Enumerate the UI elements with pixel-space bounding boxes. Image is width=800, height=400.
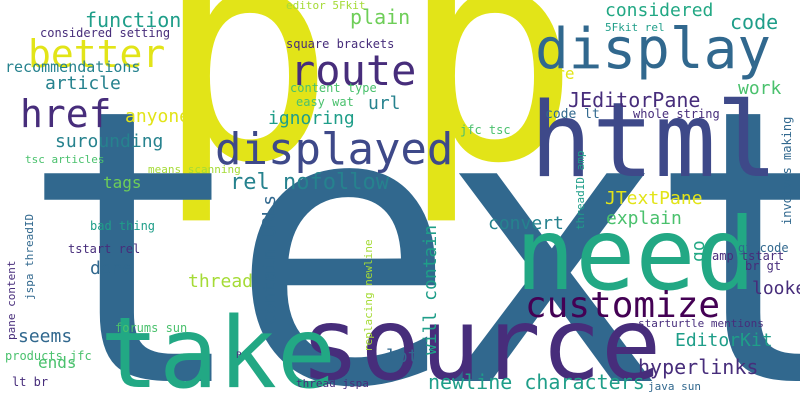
word: newline characters xyxy=(428,370,645,394)
word: threadID amp xyxy=(574,150,587,230)
word: products jfc xyxy=(5,349,92,363)
word: ignoring xyxy=(268,108,355,129)
word: JTextPane xyxy=(605,188,703,209)
word: considered xyxy=(605,0,714,21)
word: route xyxy=(290,46,417,95)
word: display xyxy=(535,17,772,82)
word: function xyxy=(85,8,182,32)
word: tstart rel xyxy=(68,242,141,256)
word: thread xyxy=(188,271,254,292)
word: starturtle mentions xyxy=(638,317,764,330)
word: convert xyxy=(488,213,564,234)
word: code lt xyxy=(545,107,600,122)
word: P xyxy=(236,351,242,361)
word: lot xyxy=(386,346,419,367)
word: need xyxy=(515,196,756,313)
word: looked xyxy=(752,278,800,299)
word: tsc articles xyxy=(25,153,105,166)
word: recommendations xyxy=(5,58,141,76)
word: source xyxy=(300,286,662,400)
word: hyperlinks xyxy=(638,355,759,379)
word: br gt xyxy=(745,259,782,273)
word: better xyxy=(28,32,166,76)
word: bad thing xyxy=(90,219,156,233)
word: p xyxy=(155,0,336,229)
word: href xyxy=(20,92,112,136)
word: tags xyxy=(103,173,142,192)
word: jfc tsc xyxy=(460,123,511,137)
word: text xyxy=(20,28,800,400)
word: p xyxy=(400,0,581,229)
word: displayed xyxy=(215,124,454,175)
word: JEditorPane xyxy=(568,88,701,112)
word: contain URLs xyxy=(259,194,280,325)
word: java sun xyxy=(648,380,701,393)
word: html xyxy=(530,81,779,201)
word: editor 5Fkit xyxy=(286,0,366,12)
word: go xyxy=(688,240,709,262)
word: explain xyxy=(606,208,682,229)
word: gt code xyxy=(738,241,789,255)
word: amp tstart xyxy=(712,249,785,263)
word: anyone xyxy=(125,106,191,127)
word: surounding xyxy=(55,131,164,152)
word: work xyxy=(738,78,782,99)
word: pane content xyxy=(5,260,18,340)
word: rel nofollow xyxy=(230,170,389,195)
word: customize xyxy=(525,285,721,326)
word: seems xyxy=(18,326,73,347)
word: jspa threadID xyxy=(23,213,36,300)
word: article xyxy=(45,73,121,94)
word: 5Fkit rel xyxy=(605,21,665,34)
word: considered setting xyxy=(40,26,171,40)
word: easy wat xyxy=(296,95,354,109)
word: sure xyxy=(536,64,575,83)
word: lt br xyxy=(12,375,49,389)
word: ends xyxy=(38,353,77,372)
word: involves making xyxy=(780,116,794,225)
word: means scanning xyxy=(148,163,241,176)
word: url xyxy=(368,93,401,114)
word: EditorKit xyxy=(675,330,773,351)
word: thread jspa xyxy=(296,377,369,390)
word: forums sun xyxy=(115,321,188,335)
word: plain xyxy=(350,5,411,29)
word: done xyxy=(90,258,134,279)
word: square brackets xyxy=(286,37,395,51)
word: replacing newline xyxy=(362,239,375,352)
word: will contain xyxy=(420,224,441,355)
word: code xyxy=(730,10,779,34)
word: take xyxy=(100,297,337,400)
word: whole string xyxy=(633,107,720,121)
word: content type xyxy=(290,81,377,95)
